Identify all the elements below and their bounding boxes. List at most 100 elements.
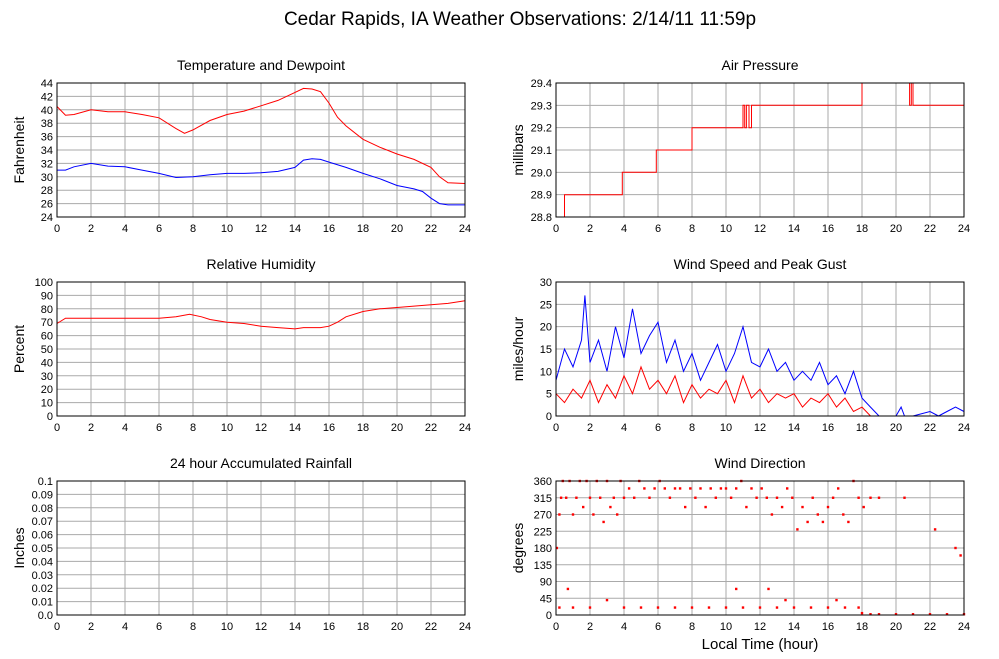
scatter-point <box>558 513 561 516</box>
x-tick-label: 24 <box>459 621 471 633</box>
scatter-point <box>869 613 872 616</box>
y-tick-label: 30 <box>540 277 552 289</box>
scatter-point <box>801 505 804 509</box>
y-tick-label: 29.4 <box>531 78 552 90</box>
scatter-point <box>729 496 733 499</box>
series-line-0 <box>556 82 964 218</box>
x-tick-label: 12 <box>754 422 766 434</box>
scatter-point <box>689 487 692 490</box>
x-tick-label: 22 <box>425 422 437 434</box>
x-tick-label: 8 <box>190 422 196 434</box>
y-tick-label: 0.04 <box>32 556 53 568</box>
x-tick-label: 8 <box>689 223 695 235</box>
chart-title: Wind Direction <box>714 455 805 471</box>
x-tick-label: 24 <box>958 621 970 633</box>
scatter-point <box>707 606 711 609</box>
x-tick-label: 12 <box>255 621 267 633</box>
x-tick-label: 22 <box>924 422 936 434</box>
plot-frame <box>555 480 965 616</box>
series-line-1 <box>555 365 964 417</box>
y-tick-label: 30 <box>41 371 53 383</box>
scatter-point <box>735 487 738 490</box>
x-tick-label: 24 <box>958 223 970 235</box>
scatter-point <box>869 496 872 499</box>
scatter-point <box>750 487 753 490</box>
x-tick-label: 18 <box>856 223 868 235</box>
y-tick-label: 180 <box>534 543 552 555</box>
x-tick-label: 2 <box>88 422 94 434</box>
scatter-point <box>767 587 770 591</box>
x-tick-label: 18 <box>357 223 369 235</box>
scatter-point <box>714 496 717 499</box>
y-tick-label: 15 <box>540 344 552 356</box>
scatter-point <box>612 496 615 499</box>
y-tick-label: 20 <box>41 384 53 396</box>
x-tick-label: 6 <box>655 422 661 434</box>
x-tick-label: 4 <box>122 621 128 633</box>
scatter-point <box>673 606 677 609</box>
y-tick-label: 40 <box>41 105 53 117</box>
scatter-point <box>656 606 660 609</box>
y-tick-label: 5 <box>546 389 552 401</box>
x-tick-label: 24 <box>459 223 471 235</box>
y-axis-label: degrees <box>510 523 526 574</box>
chart-panel-temp: 0 2 4 6 8 10 12 14 16 18 20 22 242426283032343638404… <box>11 57 471 235</box>
x-tick-label: 16 <box>822 223 834 235</box>
scatter-point <box>826 606 830 609</box>
x-tick-label: 22 <box>425 223 437 235</box>
x-tick-label: 8 <box>689 621 695 633</box>
y-tick-label: 135 <box>534 560 552 572</box>
x-tick-label: 12 <box>255 422 267 434</box>
y-tick-label: 36 <box>41 132 53 144</box>
scatter-point <box>857 606 860 609</box>
x-tick-label: 20 <box>890 422 902 434</box>
x-tick-label: 10 <box>720 223 732 235</box>
y-tick-label: 44 <box>41 78 53 90</box>
chart-title: Temperature and Dewpoint <box>177 57 345 73</box>
y-tick-label: 0.07 <box>32 516 53 528</box>
x-tick-label: 12 <box>754 621 766 633</box>
y-tick-label: 40 <box>41 357 53 369</box>
x-tick-label: 12 <box>754 223 766 235</box>
y-tick-label: 100 <box>35 277 53 289</box>
x-tick-label: 0 <box>553 621 559 633</box>
x-tick-label: 20 <box>890 621 902 633</box>
scatter-point <box>565 496 568 499</box>
y-tick-label: 0.01 <box>32 597 53 609</box>
scatter-point <box>571 606 575 609</box>
plot-frame <box>555 82 965 218</box>
x-tick-label: 14 <box>788 621 800 633</box>
scatter-point <box>837 487 840 490</box>
y-tick-label: 28 <box>41 185 53 197</box>
scatter-point <box>811 496 814 499</box>
scatter-point <box>911 613 915 616</box>
x-tick-label: 20 <box>391 422 403 434</box>
y-tick-label: 10 <box>540 366 552 378</box>
scatter-point <box>622 606 626 609</box>
scatter-point <box>663 487 666 490</box>
x-tick-label: 20 <box>391 223 403 235</box>
y-axis-label: miles/hour <box>510 316 526 381</box>
scatter-point <box>609 505 612 509</box>
x-tick-label: 16 <box>323 223 335 235</box>
y-tick-label: 45 <box>540 593 552 605</box>
scatter-point <box>704 505 707 509</box>
y-tick-label: 42 <box>41 91 53 103</box>
y-axis-label: Percent <box>11 325 27 373</box>
scatter-point <box>959 554 962 557</box>
x-tick-label: 6 <box>156 223 162 235</box>
scatter-point <box>566 587 570 591</box>
plot-frame <box>56 82 466 218</box>
x-tick-label: 0 <box>54 422 60 434</box>
x-tick-label: 2 <box>587 621 593 633</box>
x-tick-label: 2 <box>587 223 593 235</box>
scatter-point <box>605 598 609 602</box>
scatter-point <box>928 613 932 616</box>
scatter-point <box>559 496 563 499</box>
x-tick-label: 8 <box>190 621 196 633</box>
scatter-point <box>599 496 602 499</box>
scatter-point <box>582 505 585 509</box>
y-tick-label: 0.0 <box>38 610 53 622</box>
scatter-point <box>809 606 813 609</box>
y-axis-label: millibars <box>510 124 526 175</box>
